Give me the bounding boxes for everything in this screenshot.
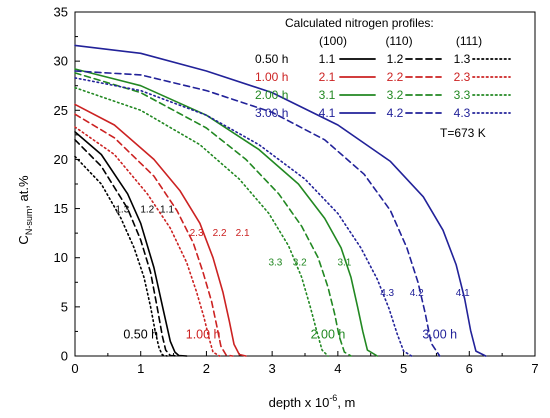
legend-id-0-1: 1.2 <box>387 52 404 66</box>
series-line-1-2 <box>74 139 178 357</box>
plot-axes: 0 1 2 3 4 5 6 7 0 5 10 15 20 25 30 35 <box>54 5 539 377</box>
y-tick-label-2: 10 <box>54 250 68 265</box>
curve-label-11: 4.1 <box>456 288 470 299</box>
x-tick-label-2: 2 <box>203 361 210 376</box>
series-line-2-1 <box>74 103 247 357</box>
legend-id-1-1: 2.2 <box>387 70 404 84</box>
y-tick-label-6: 30 <box>54 54 68 69</box>
y-axis-label-unit: , at.% <box>16 175 31 209</box>
legend-temperature: T=673 K <box>440 126 486 140</box>
y-axis-label-subscript: N-sum <box>24 209 34 236</box>
curve-label-7: 3.2 <box>293 258 307 269</box>
x-tick-label-0: 0 <box>71 361 78 376</box>
legend-time-1: 1.00 h <box>255 70 288 84</box>
curve-labels: 1.3 1.2 1.1 2.3 2.2 2.1 3.3 3.2 3.1 4.3 4.2 4.1 0.50… <box>115 205 470 342</box>
legend-id-1-2: 2.3 <box>454 70 471 84</box>
legend-time-0: 0.50 h <box>255 52 288 66</box>
time-label-0: 0.50 h <box>123 327 158 341</box>
series-line-3-2 <box>74 72 352 357</box>
legend-id-2-0: 3.1 <box>319 88 336 102</box>
series-line-3-3 <box>74 86 329 357</box>
series-line-1-3 <box>74 155 168 357</box>
x-tick-label-3: 3 <box>269 361 276 376</box>
legend-id-2-2: 3.3 <box>454 88 471 102</box>
curve-label-9: 4.3 <box>380 288 394 299</box>
legend-column-header-0: (100) <box>319 34 347 48</box>
curve-label-8: 3.1 <box>337 258 351 269</box>
series-line-3-1 <box>74 68 379 357</box>
legend-id-2-1: 3.2 <box>387 88 404 102</box>
curve-label-4: 2.2 <box>213 228 227 239</box>
legend-id-1-0: 2.1 <box>319 70 336 84</box>
legend-column-header-2: (111) <box>456 34 482 48</box>
legend-column-header-1: (110) <box>385 34 412 48</box>
time-label-3: 3.00 h <box>422 327 457 341</box>
legend-id-0-2: 1.3 <box>454 52 471 66</box>
series-line-2-3 <box>74 126 221 357</box>
curve-label-2: 1.1 <box>160 205 174 216</box>
series-line-2-2 <box>74 113 234 357</box>
legend-time-3: 3.00 h <box>255 106 288 120</box>
legend: Calculated nitrogen profiles: (100) (110) (… <box>255 16 511 140</box>
curve-label-1: 1.2 <box>140 205 154 216</box>
y-tick-label-1: 5 <box>61 299 68 314</box>
series-line-4-2 <box>74 70 441 357</box>
x-tick-label-7: 7 <box>531 361 538 376</box>
curve-label-0: 1.3 <box>115 205 129 216</box>
y-tick-label-7: 35 <box>54 5 68 20</box>
time-label-1: 1.00 h <box>186 327 221 341</box>
y-tick-label-4: 20 <box>54 152 68 167</box>
y-axis-label-main: C <box>16 235 31 244</box>
series-line-4-1 <box>74 44 487 357</box>
series-line-4-3 <box>74 77 413 357</box>
curve-label-6: 3.3 <box>268 258 282 269</box>
y-axis-label: CN-sum, at.% <box>16 175 34 245</box>
x-axis-label-exponent: -6 <box>329 393 337 403</box>
legend-id-3-2: 4.3 <box>454 106 471 120</box>
legend-time-2: 2.00 h <box>255 88 288 102</box>
curve-label-5: 2.1 <box>236 228 250 239</box>
legend-title: Calculated nitrogen profiles: <box>285 16 434 30</box>
legend-id-0-0: 1.1 <box>319 52 336 66</box>
time-label-2: 2.00 h <box>311 327 346 341</box>
legend-id-3-1: 4.2 <box>387 106 404 120</box>
legend-id-3-0: 4.1 <box>319 106 336 120</box>
x-tick-label-5: 5 <box>400 361 407 376</box>
x-axis-label-main: depth x 10 <box>269 395 330 410</box>
y-tick-label-5: 25 <box>54 103 68 118</box>
x-tick-label-6: 6 <box>466 361 473 376</box>
curve-label-3: 2.3 <box>190 228 204 239</box>
x-axis-label-unit: , m <box>337 395 355 410</box>
x-tick-label-4: 4 <box>334 361 341 376</box>
y-tick-label-0: 0 <box>61 349 68 364</box>
profile-curves <box>74 44 487 357</box>
y-tick-label-3: 15 <box>54 201 68 216</box>
curve-label-10: 4.2 <box>410 288 424 299</box>
x-axis-label: depth x 10-6, m <box>269 393 356 410</box>
series-line-1-1 <box>74 131 188 357</box>
x-tick-label-1: 1 <box>137 361 144 376</box>
